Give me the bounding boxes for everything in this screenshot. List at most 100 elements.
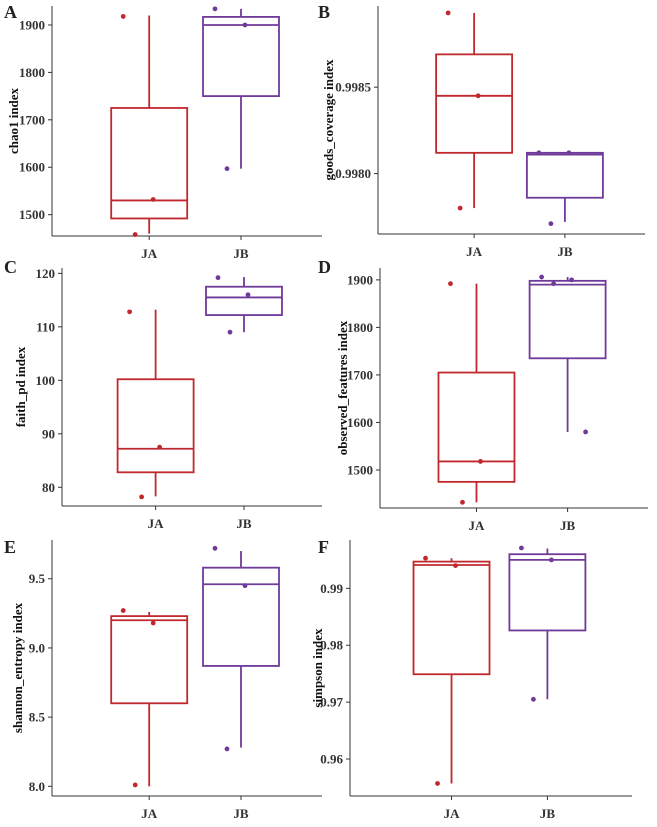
data-point [583,429,588,435]
data-point [150,197,156,202]
data-point [551,281,556,287]
data-point [519,545,524,551]
y-axis-label: faith_pd index [13,346,28,427]
y-tick-label: 1800 [347,320,373,335]
x-tick-label: JA [469,518,486,533]
y-tick-label: 1700 [19,112,45,127]
y-tick-label: 1500 [347,462,373,477]
data-point [548,221,554,227]
y-axis-label: goods_coverage index [321,59,336,180]
x-tick-label: JB [540,806,556,821]
y-tick-label: 0.97 [320,695,343,710]
box-JA: JA [116,309,195,531]
data-point [478,459,483,464]
y-tick-label: 1700 [347,367,373,382]
y-tick-label: 110 [36,319,55,334]
y-tick-label: 1500 [19,207,45,222]
y-axis-label: simpson index [310,628,325,708]
y-axis-label: chao1 index [6,87,21,154]
panel-F: F 0.96 0.97 0.98 0.99 simpson index JA JB [310,537,632,821]
y-tick-label: 100 [36,373,56,388]
y-tick-label: 0.99 [320,581,343,596]
panel-letter: F [318,537,329,557]
box-iqr [437,371,516,483]
y-axis-label: observed_features index [335,320,350,455]
data-point [150,620,156,626]
data-point [212,545,218,551]
box-JB: JB [202,545,280,821]
box-JB: JB [508,545,587,821]
y-tick-label: 1600 [347,415,373,430]
y-axis-label: shannon_entropy index [10,602,25,733]
data-point [227,329,233,335]
y-tick-label: 1900 [19,17,45,32]
y-tick-label: 80 [42,480,55,495]
box-iqr [202,16,280,98]
x-tick-label: JB [236,516,252,531]
box-JA: JA [110,608,189,821]
data-point [120,14,126,19]
data-point [215,275,221,281]
panel-letter: A [4,2,17,22]
box-JA: JA [435,10,514,259]
data-point [460,499,465,505]
panel-letter: C [4,257,17,277]
box-JB: JB [526,150,604,259]
data-point [242,583,248,589]
box-iqr [526,151,604,199]
box-iqr [508,553,587,632]
data-point [120,608,126,613]
data-point [531,696,536,702]
panel-letter: D [318,257,331,277]
box-JB: JB [202,6,280,261]
data-point [569,277,574,283]
box-JB: JB [528,274,607,533]
data-point [212,6,218,12]
y-tick-label: 120 [36,266,56,281]
data-point [242,22,248,28]
y-tick-label: 90 [42,426,55,441]
box-iqr [110,107,189,220]
box-JA: JA [110,14,189,261]
box-iqr [116,378,195,474]
box-iqr [202,566,280,667]
y-tick-label: 0.9985 [335,80,371,95]
data-point [245,292,251,298]
x-tick-label: JA [444,806,461,821]
y-tick-label: 9.0 [29,640,45,655]
data-point [457,205,463,211]
data-point [127,309,132,315]
y-tick-label: 1800 [19,65,45,80]
y-tick-label: 8.0 [29,779,45,794]
x-tick-label: JA [141,806,158,821]
x-tick-label: JA [466,244,483,259]
y-tick-label: 1900 [347,272,373,287]
x-tick-label: JA [148,516,165,531]
data-point [132,232,138,237]
data-point [445,10,451,16]
x-tick-label: JB [557,244,573,259]
data-point [224,166,230,172]
panel-D: D 1500 1600 1700 1800 1900 observed_features i… [318,257,648,533]
box-iqr [205,285,283,316]
panel-E: E 8.0 8.5 9.0 9.5 shannon_entropy index JA JB [4,537,322,821]
y-tick-label: 8.5 [29,710,46,725]
panel-letter: E [4,537,16,557]
data-point [536,150,542,156]
data-point [566,150,572,156]
box-JA: JA [437,281,516,533]
x-tick-label: JB [233,806,249,821]
data-point [448,281,453,287]
y-tick-label: 0.96 [320,752,343,767]
box-iqr [435,53,514,154]
data-point [549,557,554,563]
y-tick-label: 1600 [19,160,45,175]
data-point [139,494,145,500]
box-JB: JB [205,275,283,531]
box-JA: JA [412,555,491,821]
data-point [475,93,481,99]
box-iqr [110,615,189,705]
box-iqr [412,560,491,676]
